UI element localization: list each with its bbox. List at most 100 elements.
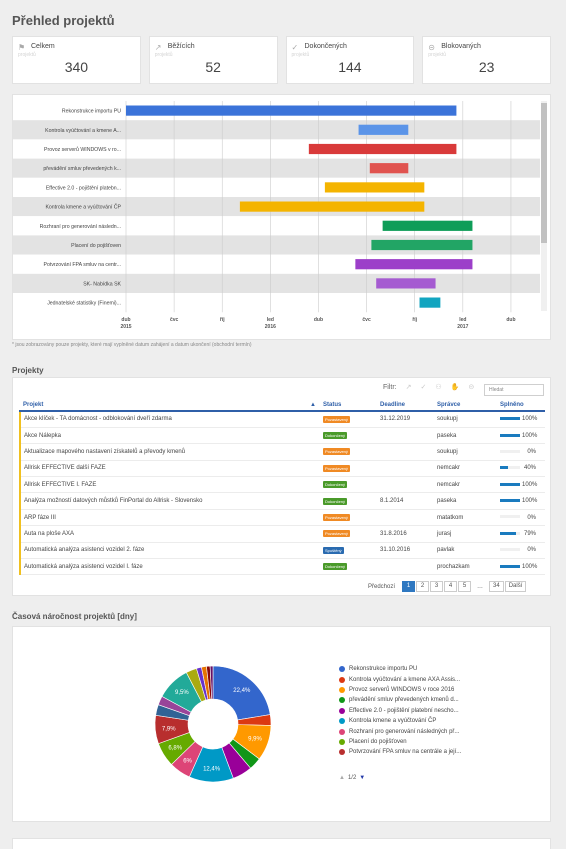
table-row[interactable]: Akce klíček - TA domácnost - odblokování… [19,411,545,428]
table-row[interactable]: Automatická analýza asistenci vozidel I.… [19,558,545,576]
progress-fill [500,499,520,503]
table-row[interactable]: Allrisk EFFECTIVE I. FAZE Dokončený nemcak… [19,476,545,494]
legend-label: Placení do pojišťoven [349,738,407,745]
project-name[interactable]: Aktualizace mapového nastavení získatelů… [19,443,320,461]
gantt-bar[interactable] [371,239,473,251]
project-name[interactable]: Auta na ploše AXA [19,525,320,543]
table-row[interactable]: Analýza možností datových můstků FinPort… [19,492,545,510]
pager-page[interactable]: 3 [430,581,444,592]
gantt-bar[interactable] [355,259,473,270]
project-name[interactable]: Automatická analýza asistenci vozidel 2.… [19,542,320,560]
table-row[interactable]: Automatická analýza asistenci vozidel 2.… [19,542,545,560]
manager-cell: soukupj [434,443,497,461]
project-name[interactable]: Analýza možností datových můstků FinPort… [19,492,320,510]
sort-asc-icon: ▲ [310,401,316,408]
legend-item[interactable]: Effective 2.0 - pojištění platební nesch… [339,706,461,716]
manager-cell: soukupj [434,411,497,428]
filter-hand-icon[interactable]: ✋ [450,384,460,391]
status-badge: Dokončený [323,481,348,489]
gantt-bar[interactable] [369,163,409,174]
legend-item[interactable]: Placení do pojišťoven [339,737,461,747]
project-name[interactable]: Allrisk EFFECTIVE I. FAZE [19,476,320,494]
project-name[interactable]: ARP fáze III [19,509,320,527]
pager-page[interactable]: 4 [444,581,458,592]
project-name[interactable]: Allrisk EFFECTIVE další FAZE [19,460,320,478]
filter-user-icon[interactable]: ⚇ [435,384,442,391]
gantt-bar[interactable] [308,143,457,155]
legend-item[interactable]: Rozhraní pro generování následných př... [339,726,461,736]
legend-next-icon[interactable]: ▼ [359,775,366,781]
pie-chart-card: 22,4% 9,9% 12,4% 6% 6,8% 7,9% 9,5% Rekonstrukc… [12,626,551,822]
manager-cell: paseka [434,427,497,445]
pager-next[interactable]: Další [504,581,527,592]
gantt-row-label: Provoz serverů WINDOWS v ro... [44,146,121,153]
gantt-bar[interactable] [239,201,425,212]
gantt-axis-year: 2016 [265,324,276,330]
legend-prev-icon[interactable]: ▲ [339,775,345,781]
table-row[interactable]: Akce Nálepka Dokončený paseka 100% [19,427,545,445]
pager-page[interactable]: 1 [402,581,416,592]
gantt-axis-year: 2015 [120,324,131,330]
col-manager[interactable]: Správce [434,399,497,412]
legend-dot [339,666,345,673]
table-row[interactable]: Allrisk EFFECTIVE další FAZE Pozastavený n… [19,460,545,478]
filter-blocked-icon[interactable]: ⊝ [468,384,475,391]
project-name[interactable]: Automatická analýza asistenci vozidel I.… [19,558,320,576]
gantt-bar[interactable] [324,182,425,193]
progress-text: 40% [523,465,536,472]
filter-running-icon[interactable]: ↗ [405,384,412,391]
status-cell: Pozastavený [320,443,377,461]
project-name[interactable]: Akce Nálepka [19,427,320,445]
status-badge: Pozastavený [323,530,350,538]
pager-page[interactable]: 2 [416,581,430,592]
pager-page[interactable]: 5 [458,581,472,592]
legend-label: převádění smluv převedených kmenů d... [349,697,459,704]
gantt-bar[interactable] [376,278,436,289]
stat-sub: projektů [291,52,310,58]
progress-fill [500,466,508,470]
stat-sub: projektů [428,52,447,58]
table-row[interactable]: Auta na ploše AXA Pozastavený 31.8.2016 jur… [19,525,545,543]
legend-item[interactable]: Kontrola kmene a vyúčtování ČP [339,716,461,726]
legend-item[interactable]: Rekonstrukce importu PU [339,664,461,674]
status-cell: Dokončený [320,492,377,510]
gantt-axis-label: říj [220,317,225,323]
table-row[interactable]: ARP fáze III Pozastavený matatkom 0% [19,509,545,527]
search-input[interactable]: Hledat [484,384,544,396]
progress-cell: 40% [497,460,545,478]
gantt-axis-label: čvc [170,317,179,323]
project-name[interactable]: Akce klíček - TA domácnost - odblokování… [19,411,320,428]
gantt-bar[interactable] [419,297,441,308]
col-project[interactable]: Projekt ▲ [20,399,320,412]
progress-bar [500,499,520,503]
filter-done-icon[interactable]: ✓ [420,384,427,391]
stat-value: 23 [478,59,495,75]
legend-item[interactable]: Provoz serverů WINDOWS v roce 2016 [339,685,461,695]
legend-item[interactable]: Kontrola vyúčtování a kmene AXA Assis... [339,674,461,684]
stat-label: Celkem [31,43,55,50]
gantt-note: * jsou zobrazovány pouze projekty, které… [12,342,252,348]
gantt-scroll-thumb[interactable] [541,103,547,243]
progress-cell: 100% [497,411,545,428]
col-done[interactable]: Splněno [497,399,545,412]
pagination: Předchozí 1 2 3 4 5… 34 Další [368,581,527,592]
gantt-bar[interactable] [382,220,473,231]
col-deadline[interactable]: Deadline [377,399,434,412]
progress-cell: 100% [497,558,545,576]
col-status[interactable]: Status [320,399,377,412]
legend-dot [339,728,345,735]
gantt-bar[interactable] [126,105,457,116]
legend-label: Rozhraní pro generování následných př... [349,728,460,735]
pager-page-last[interactable]: 34 [489,581,504,592]
pie-slice[interactable] [209,665,214,700]
stat-label: Dokončených [304,43,347,50]
status-cell: Pozastavený [320,525,377,543]
pager-prev[interactable]: Předchozí [368,583,396,590]
legend-item[interactable]: Potvrzování FPA smluv na centrále a její… [339,747,461,757]
gantt-bar[interactable] [358,124,409,135]
gantt-row-label: Effective 2.0 - pojištění platebn... [46,185,121,191]
chart-legend: Rekonstrukce importu PU Kontrola vyúčtová… [339,664,461,758]
table-row[interactable]: Aktualizace mapového nastavení získatelů… [19,443,545,461]
status-badge: Pozastavený [323,464,350,472]
legend-item[interactable]: převádění smluv převedených kmenů d... [339,695,461,705]
